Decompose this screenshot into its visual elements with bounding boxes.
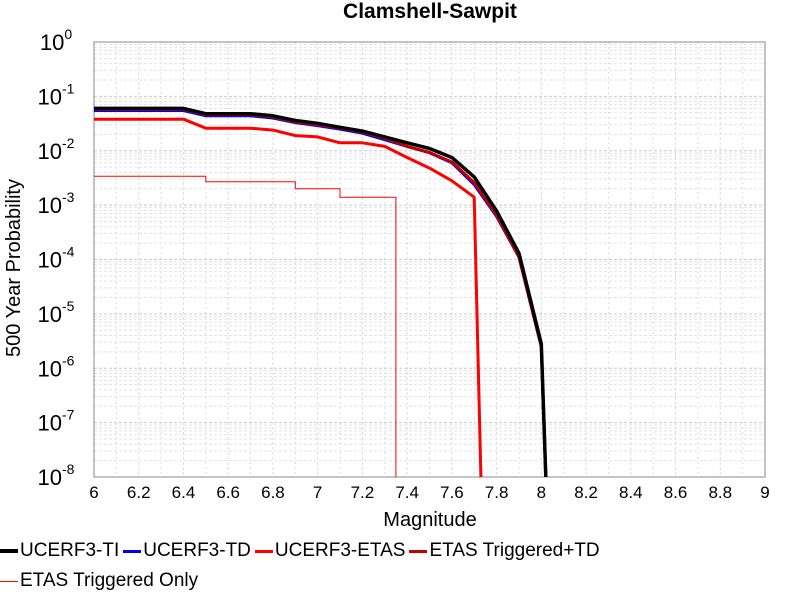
legend-item-ucerf3-ti: UCERF3-TI [0,540,119,562]
legend-row-2: ETAS Triggered Only [0,566,800,596]
y-tick-label: 10-3 [38,189,75,218]
legend-label: UCERF3-TI [20,540,120,561]
x-tick-label: 7.6 [440,483,464,502]
y-tick-exponent: 0 [64,26,72,42]
series-layer [94,106,548,477]
legend-swatch [0,580,18,582]
x-tick-label: 8.2 [574,483,598,502]
x-tick-label: 7.2 [351,483,375,502]
x-tick-label: 6.8 [261,483,285,502]
y-tick-exponent: -8 [62,461,75,477]
x-tick-label: 8 [537,483,546,502]
legend-row-1: UCERF3-TI UCERF3-TD UCERF3-ETAS ETAS Tri… [0,536,800,566]
y-tick-base: 10 [38,139,62,164]
series-line-etas-triggered-only [94,175,397,477]
x-tick-label: 8.8 [708,483,732,502]
y-tick-base: 10 [40,30,64,55]
y-tick-label: 100 [40,26,72,55]
x-tick-label: 8.6 [664,483,688,502]
legend-label: UCERF3-TD [143,540,251,561]
x-tick-label: 6.4 [172,483,196,502]
y-tick-label: 10-5 [38,298,75,327]
legend-label: UCERF3-ETAS [274,540,406,561]
legend-label: ETAS Triggered Only [20,570,199,591]
y-tick-exponent: -6 [62,352,75,368]
chart-title: Clamshell-Sawpit [343,0,517,23]
y-tick-exponent: -3 [62,189,75,205]
series-line-etas-triggered-td [94,107,548,477]
legend-item-ucerf3-td: UCERF3-TD [123,540,251,562]
grid [93,42,766,478]
series-line-ucerf3-ti [94,106,548,477]
x-tick-label: 6.2 [127,483,151,502]
y-tick-label: 10-6 [38,352,75,381]
series-line-ucerf3-etas [94,117,483,477]
y-tick-exponent: -4 [62,244,75,260]
legend-item-ucerf3-etas: UCERF3-ETAS [254,540,406,562]
y-tick-exponent: -2 [62,135,75,151]
x-tick-label: 9 [760,483,769,502]
y-tick-base: 10 [38,84,62,109]
y-tick-label: 10-7 [38,407,75,436]
y-tick-label: 10-1 [38,80,75,109]
y-axis-label: 500 Year Probability [3,179,25,357]
y-tick-base: 10 [38,302,62,327]
x-tick-label: 6.6 [216,483,240,502]
y-tick-exponent: -7 [62,407,75,423]
x-tick-label: 8.4 [619,483,643,502]
x-axis-label: Magnitude [383,509,476,531]
x-tick-label: 7 [313,483,322,502]
legend-swatch [123,549,142,553]
y-tick-label: 10-2 [38,135,75,164]
y-tick-label: 10-8 [38,461,75,490]
legend-item-etas-triggered-only: ETAS Triggered Only [0,570,198,592]
y-tick-exponent: -1 [62,80,75,96]
x-tick-label: 6 [89,483,98,502]
series-line-ucerf3-td [94,109,548,477]
legend-swatch [254,549,273,553]
y-tick-base: 10 [38,411,62,436]
legend-swatch [0,549,18,553]
legend: UCERF3-TI UCERF3-TD UCERF3-ETAS ETAS Tri… [0,536,800,596]
y-tick-base: 10 [38,465,62,490]
y-tick-exponent: -5 [62,298,75,314]
legend-label: ETAS Triggered+TD [429,540,600,561]
y-tick-label: 10-4 [38,244,75,273]
y-tick-base: 10 [38,248,62,273]
plot-area [93,41,766,478]
x-tick-label: 7.8 [485,483,509,502]
x-axis-ticks: 6 6.2 6.4 6.6 6.8 7 7.2 7.4 7.6 7.8 8 8.2 8.4 8.6 8.8 9 [89,483,769,502]
x-tick-label: 7.4 [395,483,419,502]
y-tick-base: 10 [38,193,62,218]
legend-item-etas-triggered-td: ETAS Triggered+TD [409,540,600,562]
legend-swatch [409,549,428,553]
y-tick-base: 10 [38,356,62,381]
